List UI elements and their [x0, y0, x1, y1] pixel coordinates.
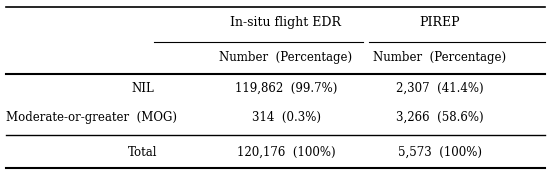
Text: 120,176  (100%): 120,176 (100%)	[236, 146, 336, 159]
Text: Moderate-or-greater  (MOG): Moderate-or-greater (MOG)	[6, 111, 177, 124]
Text: 5,573  (100%): 5,573 (100%)	[398, 146, 482, 159]
Text: PIREP: PIREP	[420, 16, 460, 29]
Text: In-situ flight EDR: In-situ flight EDR	[230, 16, 342, 29]
Text: 314  (0.3%): 314 (0.3%)	[251, 111, 321, 124]
Text: Number  (Percentage): Number (Percentage)	[219, 51, 353, 64]
Text: 2,307  (41.4%): 2,307 (41.4%)	[396, 82, 484, 95]
Text: Number  (Percentage): Number (Percentage)	[373, 51, 507, 64]
Text: Total: Total	[128, 146, 158, 159]
Text: 3,266  (58.6%): 3,266 (58.6%)	[396, 111, 484, 124]
Text: 119,862  (99.7%): 119,862 (99.7%)	[235, 82, 337, 95]
Text: NIL: NIL	[131, 82, 155, 95]
